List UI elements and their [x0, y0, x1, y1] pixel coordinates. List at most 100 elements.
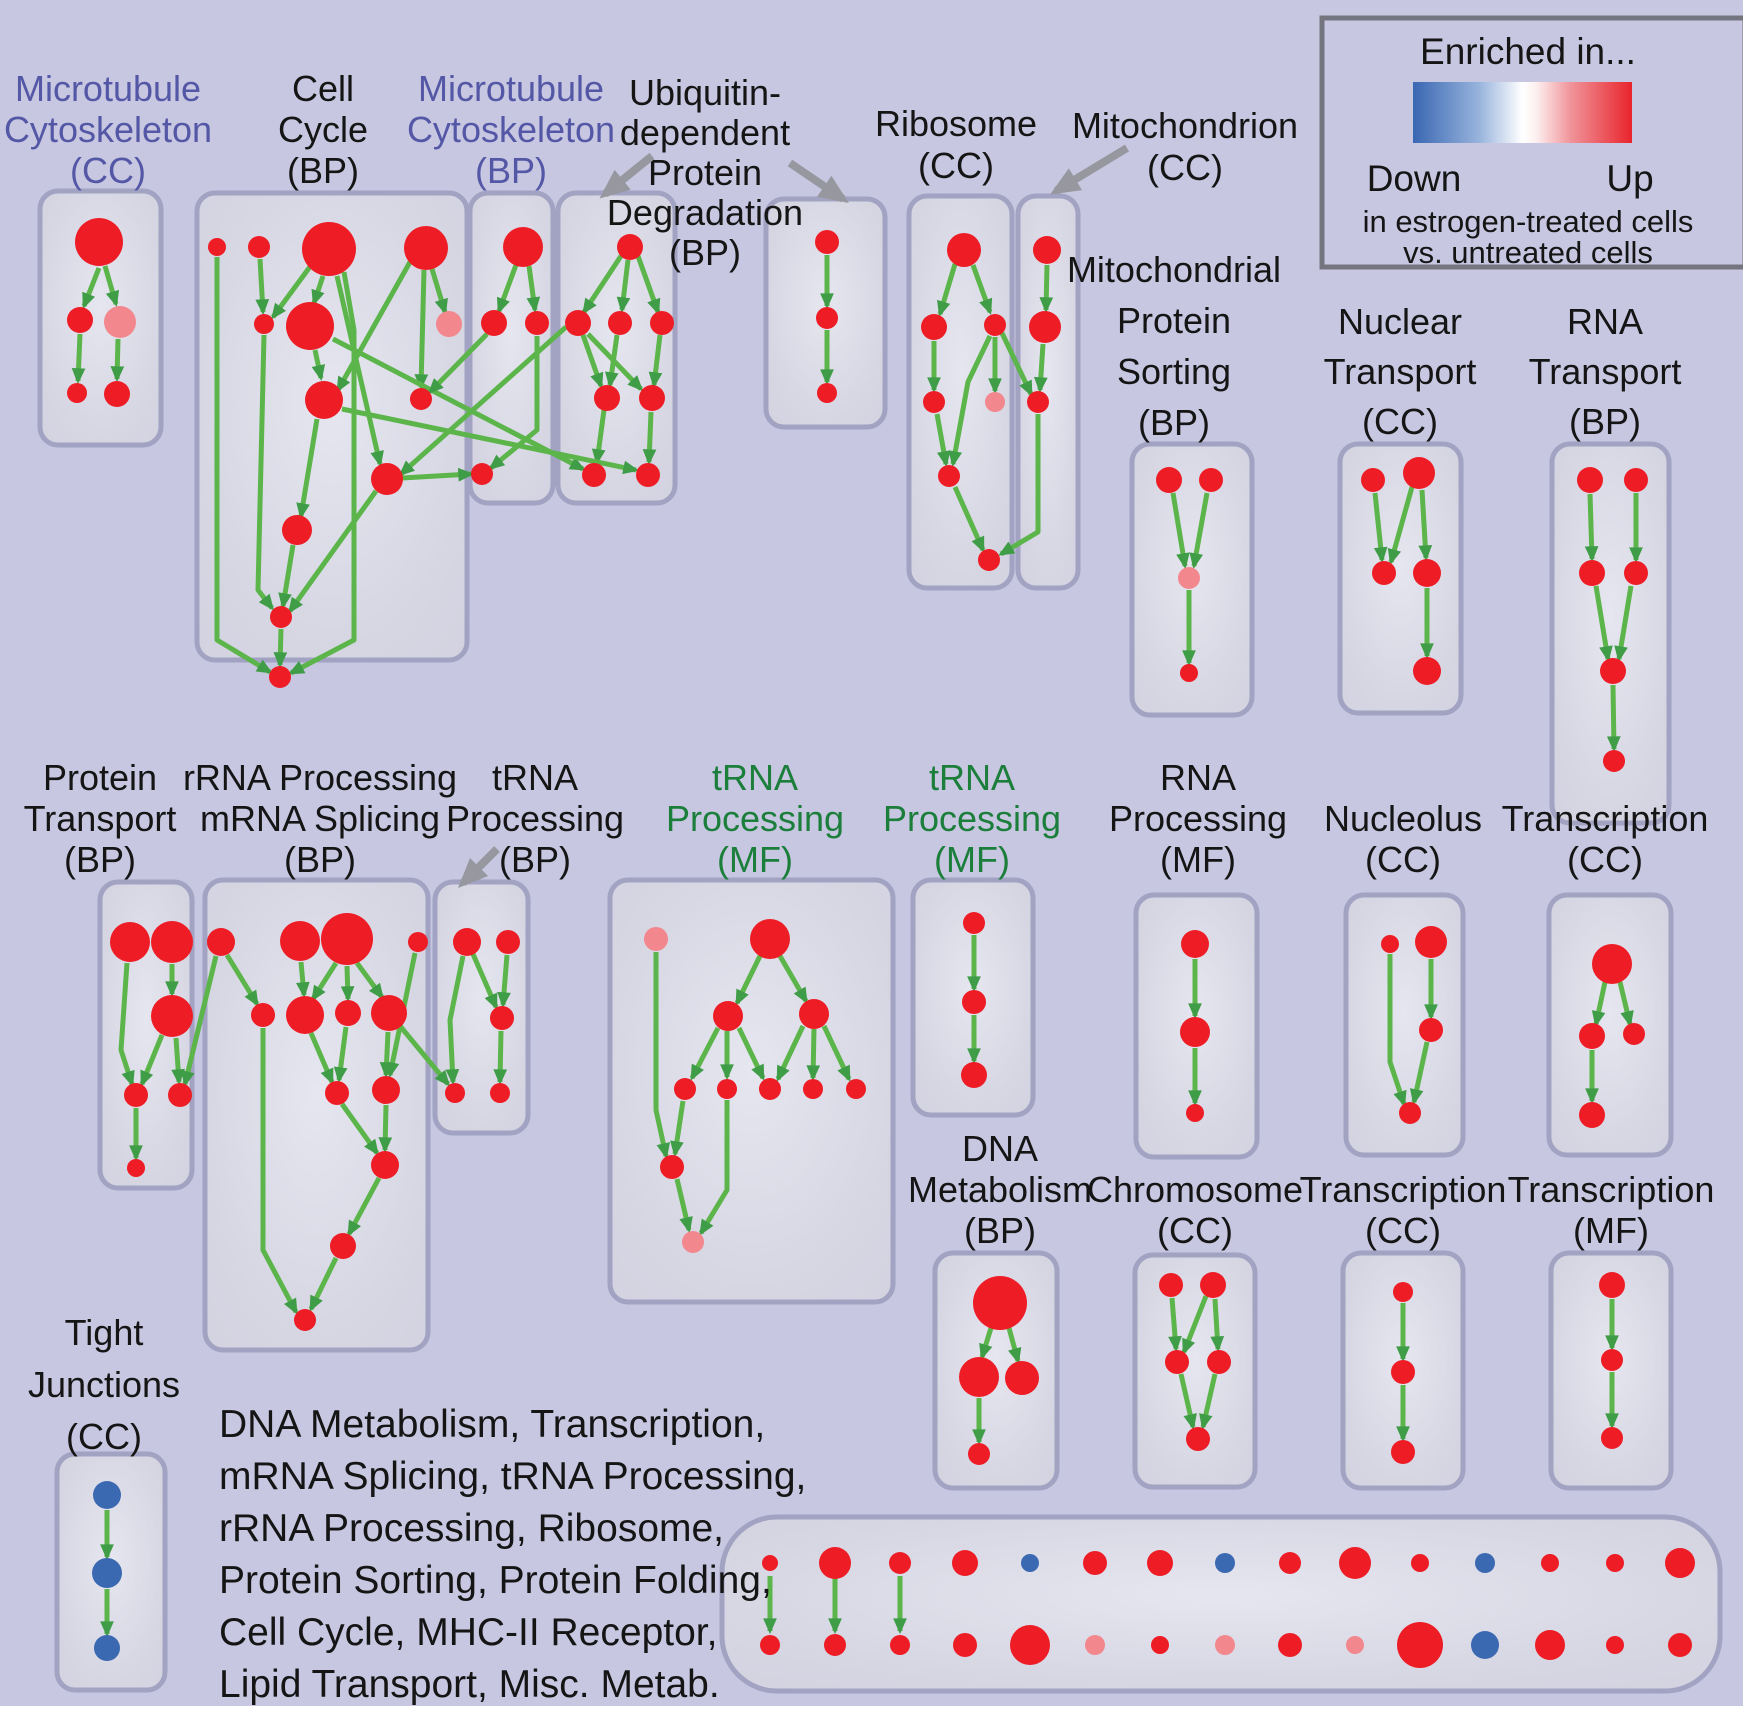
go-term-node	[496, 930, 520, 954]
go-term-node	[525, 311, 549, 335]
cluster-label: Nucleolus	[1324, 798, 1482, 839]
go-edge-ribosome-cc	[952, 485, 986, 553]
go-term-node	[617, 234, 643, 260]
cluster-box-shared-terms	[719, 1514, 1723, 1694]
go-edge-trna-processing-mf-large	[736, 1026, 766, 1081]
go-edge-rrna-processing-mrna-splicing-bp	[379, 1031, 394, 1079]
go-edge-cell-cycle-bp	[270, 262, 315, 320]
go-edge-ubiquitin-dependent-protein-degradation-bp	[604, 334, 620, 389]
go-term-node	[594, 385, 620, 411]
cluster-label: Microtubule	[15, 68, 201, 109]
cluster-label: (MF)	[717, 839, 793, 880]
go-edge-nucleolus-cc	[1387, 954, 1407, 1108]
go-term-node	[321, 913, 373, 965]
go-edge-cell-cycle-bp	[414, 269, 429, 391]
go-edge-nuclear-transport-cc	[1372, 492, 1388, 564]
go-edge-cross-cluster	[401, 467, 475, 482]
go-term-node	[1592, 944, 1632, 984]
go-term-node	[269, 666, 291, 688]
go-term-node	[985, 392, 1005, 412]
caption-line: Lipid Transport, Misc. Metab.	[219, 1663, 720, 1706]
go-term-node	[1147, 1550, 1173, 1576]
go-edge-microtubule-cytoskeleton-cc	[71, 333, 86, 385]
cluster-label: (MF)	[1573, 1210, 1649, 1251]
go-edge-ubiquitin-dependent-protein-degradation-bp	[580, 334, 604, 389]
go-edge-rrna-processing-mrna-splicing-bp	[310, 961, 339, 1002]
cluster-label: rRNA Processing	[183, 757, 457, 798]
go-term-node	[286, 302, 334, 350]
go-term-node	[921, 314, 947, 340]
go-term-node	[682, 1231, 704, 1253]
go-term-node	[453, 928, 481, 956]
cluster-label: (CC)	[70, 150, 146, 191]
go-term-node	[251, 1003, 275, 1027]
go-term-node	[815, 230, 839, 254]
go-edge-rrna-processing-mrna-splicing-bp	[308, 1256, 339, 1312]
go-edge-ubiquitin-dependent-protein-degradation-bp	[642, 411, 657, 466]
cluster-box-chromosome-cc	[1132, 1252, 1258, 1490]
legend-subtitle: vs. untreated cells	[1403, 235, 1653, 270]
go-term-node	[636, 463, 660, 487]
go-term-node	[1156, 467, 1182, 493]
go-edge-rrna-processing-mrna-splicing-bp	[224, 953, 260, 1007]
go-term-node	[952, 1550, 978, 1576]
cluster-label: RNA	[1567, 301, 1643, 342]
cluster-label: (CC)	[918, 145, 994, 186]
go-term-node	[471, 463, 493, 485]
go-edge-mitochondrial-protein-sorting-bp	[1170, 492, 1190, 570]
go-edge-trna-processing-mf-large	[698, 1100, 730, 1236]
go-term-node	[644, 927, 668, 951]
go-term-node	[1535, 1630, 1565, 1660]
go-term-node	[717, 1079, 737, 1099]
go-term-node	[335, 1000, 361, 1026]
cluster-label: (BP)	[287, 150, 359, 191]
go-term-node	[1207, 1350, 1231, 1374]
cluster-label: Processing	[883, 798, 1061, 839]
go-term-node	[582, 463, 606, 487]
go-edge-trna-processing-mf-large	[734, 954, 763, 1006]
go-edge-rrna-processing-mrna-splicing-bp	[308, 1032, 335, 1085]
cluster-label: Mitochondrial	[1067, 249, 1281, 290]
go-term-node	[660, 1155, 684, 1179]
go-term-node	[445, 1083, 465, 1103]
go-term-node	[984, 314, 1006, 336]
go-edge-trna-processing-mf-large	[653, 952, 671, 1160]
go-term-node	[104, 306, 136, 338]
go-term-node	[938, 465, 960, 487]
cluster-box-mitochondrion-cc	[1015, 193, 1081, 591]
go-term-node	[1601, 1349, 1623, 1371]
cluster-label: (BP)	[284, 839, 356, 880]
cluster-box-microtubule-cytoskeleton-cc	[37, 188, 164, 448]
go-term-node	[1180, 664, 1198, 682]
cluster-label: (BP)	[1569, 401, 1641, 442]
go-term-node	[760, 1635, 780, 1655]
go-term-node	[124, 1083, 148, 1107]
go-term-node	[819, 1547, 851, 1579]
go-edge-rrna-processing-mrna-splicing-bp	[339, 1102, 380, 1156]
go-term-node	[1199, 468, 1223, 492]
go-edge-ribosome-cc	[937, 263, 958, 318]
go-term-node	[75, 218, 123, 266]
go-edge-chromosome-cc	[1178, 1373, 1197, 1431]
go-term-node	[1413, 657, 1441, 685]
cluster-label: tRNA	[929, 757, 1015, 798]
go-term-node	[1372, 561, 1396, 585]
go-term-node	[962, 990, 986, 1014]
go-term-node	[280, 921, 320, 961]
cluster-label: Cycle	[278, 109, 368, 150]
go-term-node	[1603, 750, 1625, 772]
go-edge-ribosome-cc	[999, 331, 1034, 397]
go-term-node	[503, 227, 543, 267]
go-term-node	[1579, 1023, 1605, 1049]
go-edge-ubiquitin-dependent-protein-degradation-bp	[581, 254, 624, 315]
go-edge-ribosome-cc	[934, 413, 951, 468]
label-pointer-arrow	[457, 846, 500, 889]
cluster-label: Microtubule	[418, 68, 604, 109]
go-term-node	[1413, 559, 1441, 587]
go-term-node	[953, 1633, 977, 1657]
go-edge-trna-processing-bp	[445, 955, 466, 1086]
cluster-label: (BP)	[499, 839, 571, 880]
go-term-node	[650, 311, 674, 335]
go-term-node	[1033, 236, 1061, 264]
